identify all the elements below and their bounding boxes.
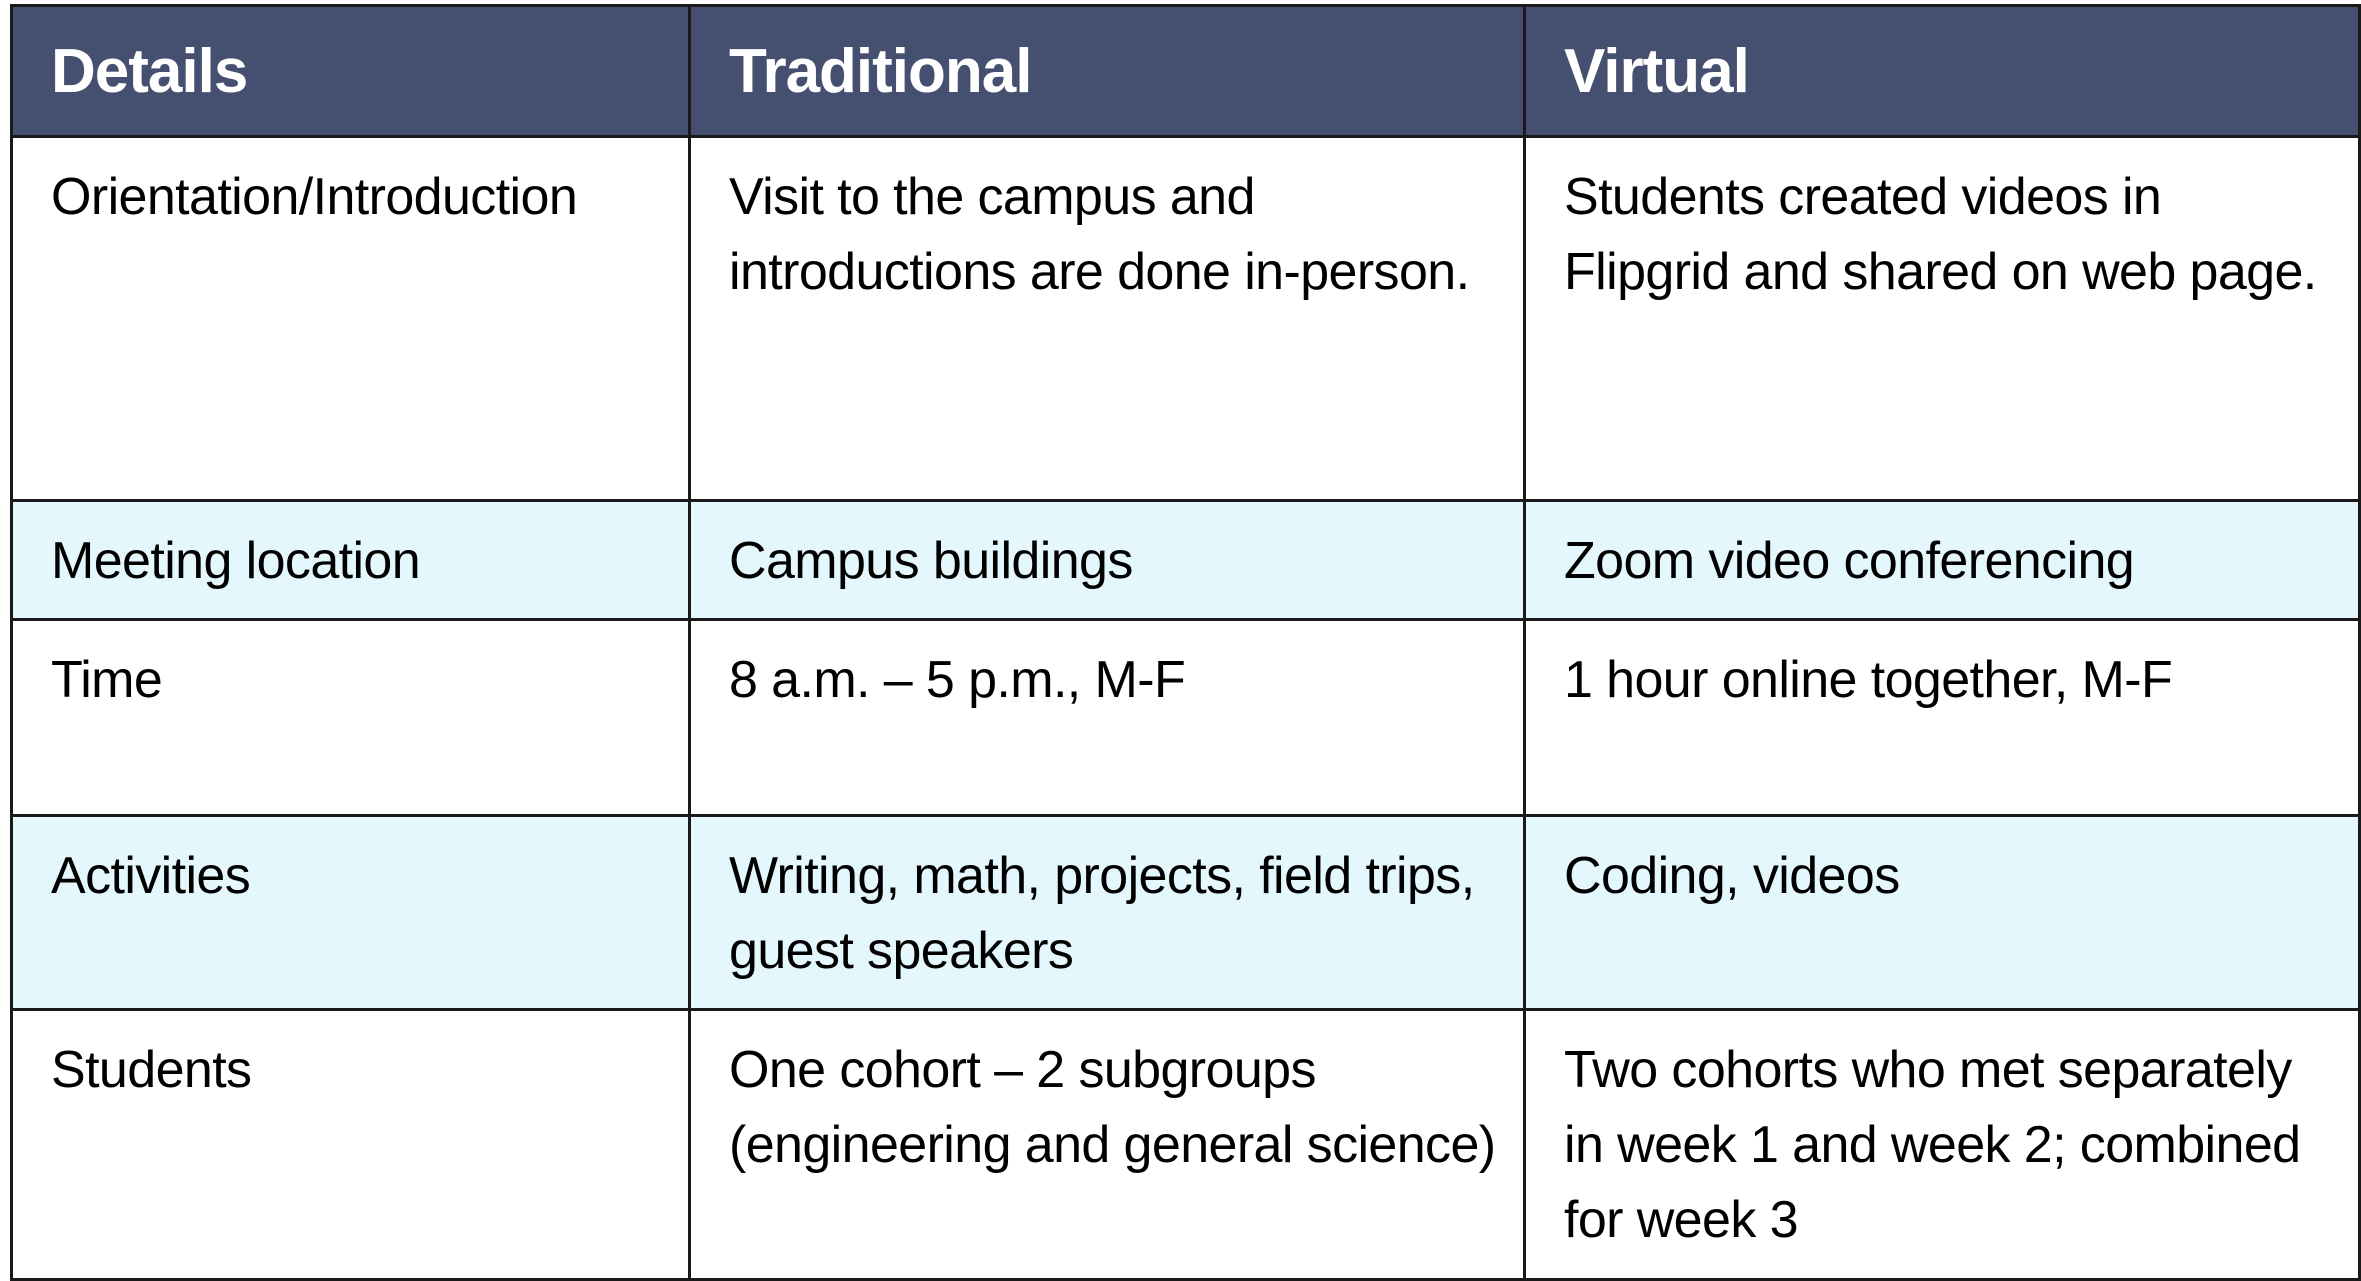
cell-virtual: Two cohorts who met separately in week 1… <box>1523 1008 2361 1281</box>
table-row: Time 8 a.m. – 5 p.m., M-F 1 hour online … <box>10 618 2361 817</box>
header-virtual: Virtual <box>1523 4 2361 138</box>
cell-traditional: Writing, math, projects, field trips, gu… <box>688 814 1526 1011</box>
cell-virtual: Zoom video conferencing <box>1523 499 2361 621</box>
header-details: Details <box>10 4 691 138</box>
cell-virtual: Coding, videos <box>1523 814 2361 1011</box>
cell-traditional: Campus buildings <box>688 499 1526 621</box>
header-traditional: Traditional <box>688 4 1526 138</box>
cell-virtual: Students created videos in Flipgrid and … <box>1523 135 2361 502</box>
table-row: Students One cohort – 2 subgroups (engin… <box>10 1008 2361 1281</box>
cell-detail: Activities <box>10 814 691 1011</box>
table-row: Orientation/Introduction Visit to the ca… <box>10 135 2361 502</box>
cell-traditional: One cohort – 2 subgroups (engineering an… <box>688 1008 1526 1281</box>
table-row: Meeting location Campus buildings Zoom v… <box>10 499 2361 621</box>
table-row: Activities Writing, math, projects, fiel… <box>10 814 2361 1011</box>
cell-traditional: 8 a.m. – 5 p.m., M-F <box>688 618 1526 817</box>
cell-traditional: Visit to the campus and introductions ar… <box>688 135 1526 502</box>
cell-detail: Students <box>10 1008 691 1281</box>
header-row: Details Traditional Virtual <box>10 4 2361 138</box>
cell-detail: Time <box>10 618 691 817</box>
cell-virtual: 1 hour online together, M-F <box>1523 618 2361 817</box>
comparison-table: Details Traditional Virtual Orientation/… <box>10 4 2361 1281</box>
cell-detail: Meeting location <box>10 499 691 621</box>
cell-detail: Orientation/Introduction <box>10 135 691 502</box>
